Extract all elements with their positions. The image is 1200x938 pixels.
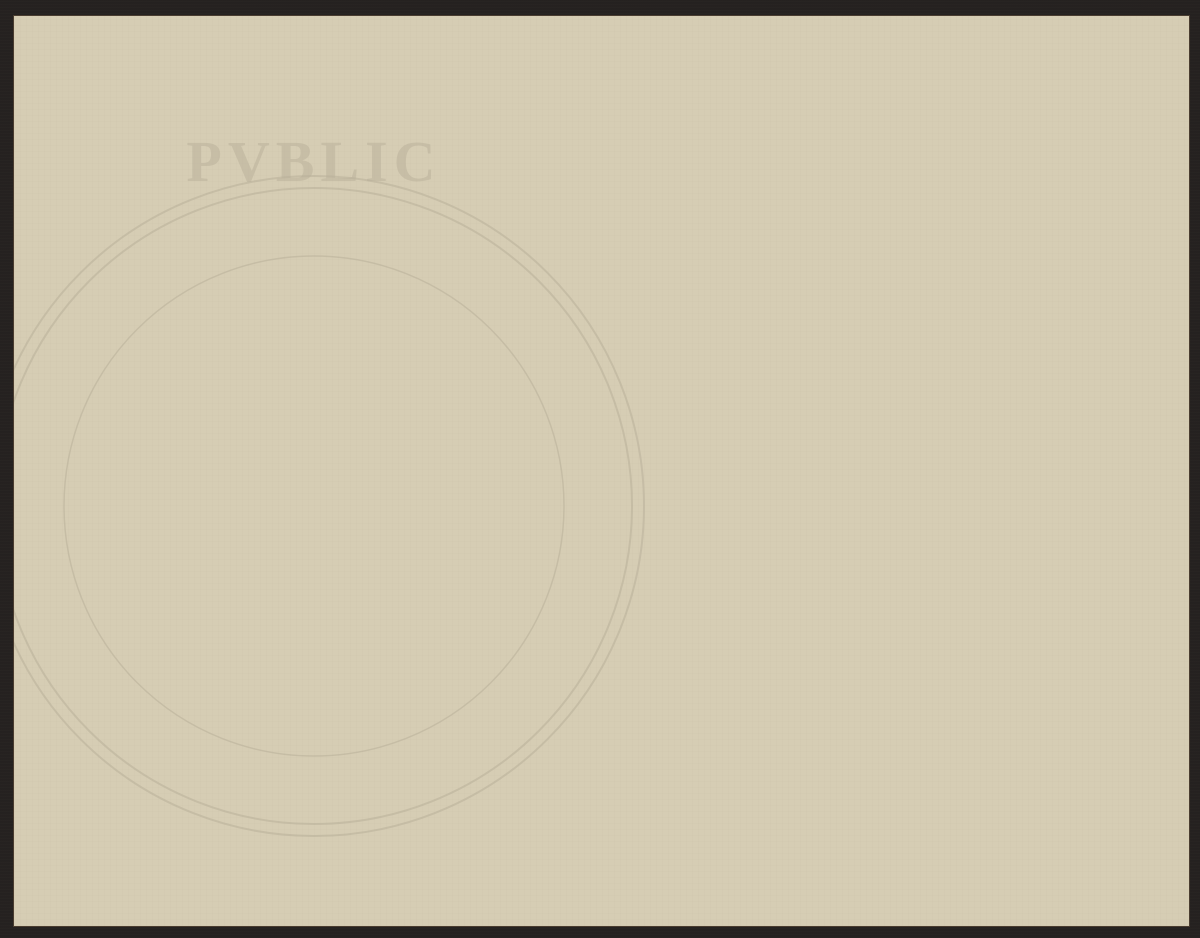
svg-text:PVBLIC: PVBLIC	[186, 129, 441, 194]
